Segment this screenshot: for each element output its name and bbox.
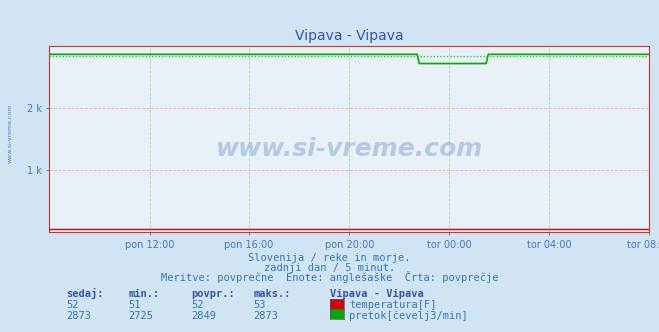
Text: 2849: 2849 [191, 311, 216, 321]
Text: zadnji dan / 5 minut.: zadnji dan / 5 minut. [264, 263, 395, 273]
Text: sedaj:: sedaj: [66, 288, 103, 299]
Text: 53: 53 [254, 300, 266, 310]
Text: temperatura[F]: temperatura[F] [349, 300, 437, 310]
Text: povpr.:: povpr.: [191, 289, 235, 299]
Text: www.si-vreme.com: www.si-vreme.com [8, 103, 13, 163]
Text: 2873: 2873 [254, 311, 279, 321]
Text: Vipava - Vipava: Vipava - Vipava [330, 289, 423, 299]
Text: min.:: min.: [129, 289, 159, 299]
Text: Meritve: povprečne  Enote: anglešaške  Črta: povprečje: Meritve: povprečne Enote: anglešaške Črt… [161, 271, 498, 283]
Text: www.si-vreme.com: www.si-vreme.com [215, 137, 483, 161]
Text: 2873: 2873 [66, 311, 91, 321]
Text: 51: 51 [129, 300, 141, 310]
Text: pretok[čevelj3/min]: pretok[čevelj3/min] [349, 310, 468, 321]
Text: 52: 52 [66, 300, 78, 310]
Text: maks.:: maks.: [254, 289, 291, 299]
Title: Vipava - Vipava: Vipava - Vipava [295, 29, 403, 42]
Text: Slovenija / reke in morje.: Slovenija / reke in morje. [248, 253, 411, 263]
Text: 52: 52 [191, 300, 204, 310]
Text: 2725: 2725 [129, 311, 154, 321]
